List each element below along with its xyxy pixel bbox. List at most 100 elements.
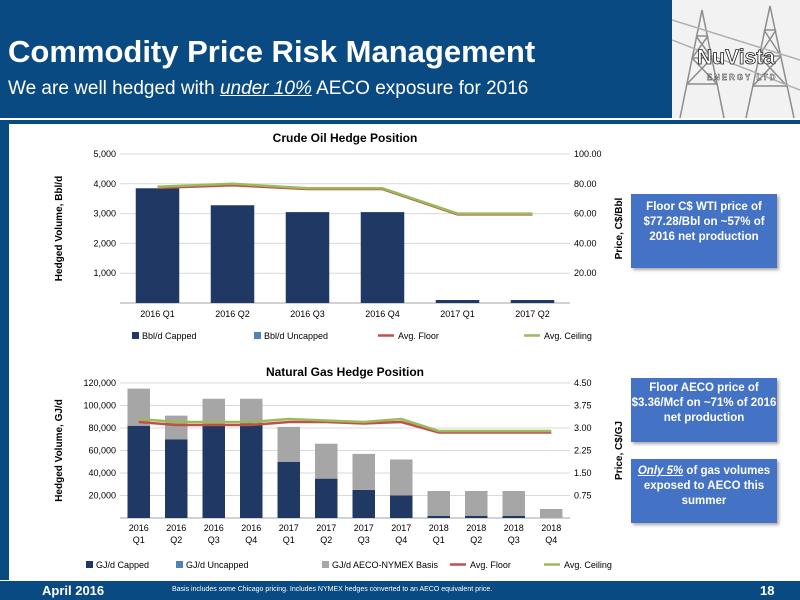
bar-bbl-d-capped [135,188,180,303]
x-tick-label: Q3 [508,535,520,545]
x-tick-label: 2017 [316,523,336,533]
x-tick-label: 2017 [279,523,299,533]
legend-label: Avg. Ceiling [544,331,592,341]
y-tick-label: 20,000 [88,491,116,501]
subtitle-emphasis: under 10% [219,78,312,99]
y2-tick-label: 80.00 [574,179,597,189]
footer-date: April 2016 [42,583,105,598]
x-tick-label: 2017 Q2 [515,309,550,319]
chart-title: Crude Oil Hedge Position [273,131,418,145]
y2-tick-label: 100.00 [574,149,602,159]
x-tick-label: 2016 Q3 [290,309,325,319]
y-tick-label: 5,000 [93,149,116,159]
page-title: Commodity Price Risk Management [8,34,536,69]
legend-label: Avg. Ceiling [564,560,612,570]
left-accent-strip [0,124,9,580]
bar-gj-d-aeco-nymex-basis [390,459,413,496]
bar-gj-d-capped [502,515,525,518]
x-tick-label: Q3 [358,535,370,545]
bar-gj-d-capped [465,515,488,518]
x-tick-label: 2016 [129,523,149,533]
x-tick-label: 2016 [241,523,261,533]
y-tick-label: 3,000 [93,209,116,219]
x-tick-label: 2016 Q4 [365,309,400,319]
bar-gj-d-capped [240,423,263,518]
x-tick-label: 2017 [391,523,411,533]
legend-swatch [322,561,329,568]
x-tick-label: 2018 [466,523,486,533]
x-tick-label: Q4 [545,535,557,545]
y-axis-title: Hedged Volume, Bbl/d [54,176,65,281]
x-tick-label: 2018 [429,523,449,533]
y-tick-label: 100,000 [83,401,116,411]
chart-title: Natural Gas Hedge Position [266,365,424,379]
aeco-text: of gas volumes exposed to AECO this summ… [643,465,771,507]
bar-bbl-d-capped [435,300,480,303]
y-tick-label: 120,000 [83,378,116,388]
y2-axis-title: Price, C$/Bbl [614,197,625,259]
bar-bbl-d-capped [360,212,405,303]
y2-tick-label: 1.50 [574,468,592,478]
y-tick-label: 1,000 [93,268,116,278]
bar-gj-d-capped [202,425,225,518]
bar-gj-d-capped [127,425,150,518]
x-tick-label: 2016 [166,523,186,533]
legend-label: Avg. Floor [470,560,511,570]
bar-bbl-d-capped [210,205,255,303]
bar-gj-d-aeco-nymex-basis [540,509,563,518]
header-banner: Commodity Price Risk Management We are w… [0,0,800,118]
line-avg-floor [138,420,552,434]
bar-gj-d-aeco-nymex-basis [427,491,450,516]
aeco-exposure-callout: Only 5% of gas volumes exposed to AECO t… [631,459,777,523]
y2-tick-label: 0.75 [574,491,592,501]
legend-label: GJ/d Uncapped [186,560,249,570]
bar-gj-d-aeco-nymex-basis [240,398,263,424]
bar-gj-d-capped [390,495,413,518]
x-tick-label: Q3 [208,535,220,545]
y2-tick-label: 3.75 [574,401,592,411]
bar-gj-d-aeco-nymex-basis [352,453,375,490]
legend-swatch [176,561,183,568]
logo-graphic: NuVista ENERGY LTD [672,0,800,118]
legend-label: Bbl/d Uncapped [264,331,328,341]
y-tick-label: 80,000 [88,423,116,433]
y2-tick-label: 4.50 [574,378,592,388]
y-tick-label: 2,000 [93,238,116,248]
x-tick-label: Q1 [433,535,445,545]
logo-tagline: ENERGY LTD [707,73,778,82]
y2-axis-title: Price, C$/GJ [614,421,625,480]
line-avg-ceiling [138,417,552,433]
gas-floor-callout: Floor AECO price of $3.36/Mcf on ~71% of… [631,378,777,442]
x-tick-label: 2017 [354,523,374,533]
x-tick-label: 2018 [504,523,524,533]
logo-wordmark: NuVista [697,46,775,69]
y-tick-label: 40,000 [88,468,116,478]
subtitle-post: AECO exposure for 2016 [311,78,529,99]
page-number: 18 [760,583,775,598]
legend-label: GJ/d Capped [96,560,149,570]
y2-tick-label: 2.25 [574,446,592,456]
x-tick-label: Q1 [133,535,145,545]
footer-note: Basis includes some Chicago pricing. Inc… [172,586,493,593]
bar-gj-d-aeco-nymex-basis [165,415,188,440]
x-tick-label: Q4 [245,535,257,545]
bar-gj-d-aeco-nymex-basis [127,388,150,426]
x-tick-label: Q2 [470,535,482,545]
y2-tick-label: 60.00 [574,209,597,219]
legend-label: Avg. Floor [398,331,439,341]
x-tick-label: 2016 Q1 [140,309,175,319]
y2-tick-label: 3.00 [574,423,592,433]
x-tick-label: 2017 Q1 [440,309,475,319]
legend-swatch [254,332,261,339]
x-tick-label: 2016 [204,523,224,533]
crude-oil-chart: Crude Oil Hedge Position 1,000 20.00 2,000 4… [54,131,625,341]
x-tick-label: 2016 Q2 [215,309,250,319]
bar-gj-d-aeco-nymex-basis [277,426,300,462]
bar-gj-d-capped [165,439,188,518]
bar-gj-d-aeco-nymex-basis [502,491,525,516]
company-logo: NuVista ENERGY LTD [672,0,800,118]
header-rule [0,120,800,124]
bar-gj-d-capped [427,515,450,518]
x-tick-label: 2018 [541,523,561,533]
x-tick-label: Q4 [395,535,407,545]
